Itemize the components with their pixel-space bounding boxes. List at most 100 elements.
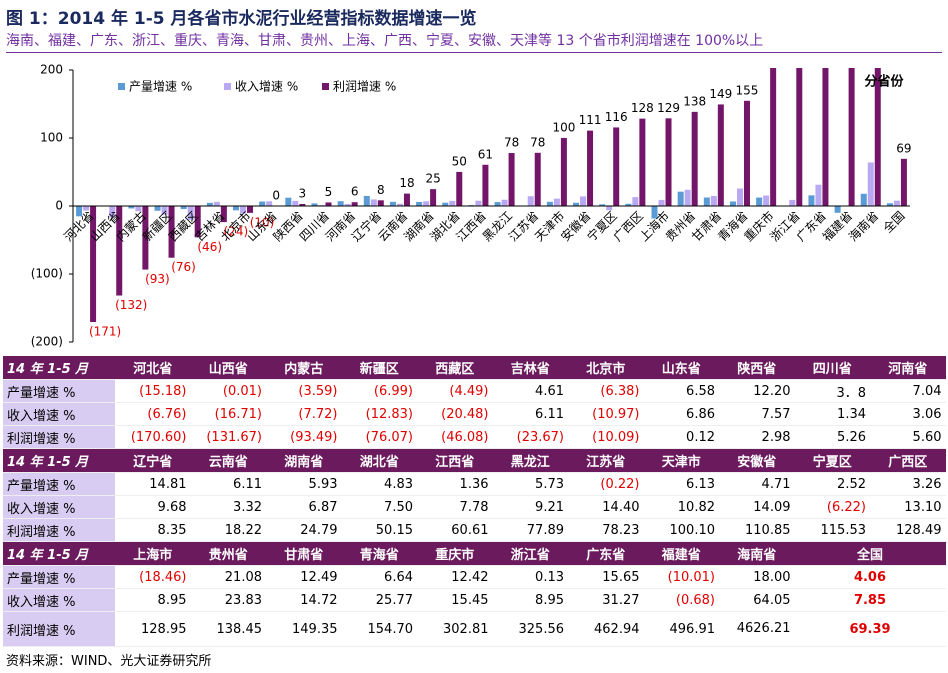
bar <box>370 199 377 206</box>
row-label: 收入增速 % <box>3 402 115 426</box>
bar <box>606 206 613 211</box>
table-cell: 3．8 <box>794 379 870 403</box>
table-cell: 5.73 <box>492 472 568 496</box>
table-cell: 24.79 <box>266 518 342 542</box>
row-label: 产量增速 % <box>3 379 115 403</box>
table-header-row: 14 年 1-5 月河北省 山西省 内蒙古 新疆区 西藏区 吉林省 北京市 山东省 陕西省 四川省… <box>3 356 946 380</box>
data-label: 78 <box>504 136 519 150</box>
data-label: 3 <box>299 186 307 200</box>
subtitle: 海南、福建、广东、浙江、重庆、青海、甘肃、贵州、上海、广西、宁夏、安徽、天津等 … <box>6 30 942 53</box>
bar <box>796 68 803 206</box>
bar <box>658 199 665 206</box>
table-column-header: 天津市 <box>643 448 719 473</box>
bar <box>494 202 501 206</box>
bar <box>501 199 508 206</box>
table-cell: 1.34 <box>794 402 870 426</box>
bar <box>560 137 567 206</box>
bar <box>580 196 587 206</box>
table-cell: 23.83 <box>190 588 266 612</box>
table-cell: (46.08) <box>417 425 493 449</box>
table-column-header: 吉林省 <box>492 356 568 380</box>
bar <box>266 201 273 206</box>
table-column-header: 河北省 <box>115 356 191 380</box>
data-label: (171) <box>89 325 121 339</box>
table-cell: 462.94 <box>568 611 644 647</box>
bar <box>822 68 829 206</box>
y-tick-label: (200) <box>31 335 63 349</box>
row-label: 产量增速 % <box>3 472 115 496</box>
table-cell: 14.72 <box>266 588 342 612</box>
data-label: 25 <box>425 172 440 186</box>
table-cell: 100.10 <box>643 518 719 542</box>
legend-swatch <box>118 83 125 90</box>
bar <box>377 200 384 206</box>
bar <box>860 193 867 206</box>
table-cell: 6.87 <box>266 495 342 519</box>
bar <box>442 202 449 206</box>
data-label: 18 <box>399 176 414 190</box>
table-cell: (6.22) <box>794 495 870 519</box>
table-cell: 3.26 <box>870 472 946 496</box>
table-cell: 4.61 <box>492 379 568 403</box>
bar <box>116 206 123 296</box>
table-cell: 21.08 <box>190 565 266 589</box>
bar <box>665 118 672 206</box>
data-label: 61 <box>478 147 493 161</box>
row-label: 利润增速 % <box>3 425 115 449</box>
table-cell: 6.11 <box>492 402 568 426</box>
data-label: 100 <box>552 120 575 134</box>
table-cell: 325.56 <box>492 611 568 647</box>
row-label: 收入增速 % <box>3 495 115 519</box>
bar <box>625 203 632 206</box>
data-label: (76) <box>171 260 196 274</box>
data-label: (46) <box>197 240 222 254</box>
table-column-header: 重庆市 <box>417 541 493 566</box>
table-cell: (6.38) <box>568 379 644 403</box>
table-cell: (4.49) <box>417 379 493 403</box>
annotation: 分省份 <box>864 74 904 90</box>
table-cell: 15.65 <box>568 565 644 589</box>
table-cell: (18.46) <box>115 565 191 589</box>
table-cell: (15.18) <box>115 379 191 403</box>
bar <box>396 203 403 206</box>
table-column-header: 山西省 <box>190 356 266 380</box>
bar <box>527 196 534 206</box>
data-table: 14 年 1-5 月河北省 山西省 内蒙古 新疆区 西藏区 吉林省 北京市 山东省 陕西省 四川省… <box>3 356 946 647</box>
table-cell: 5.93 <box>266 472 342 496</box>
bar <box>168 206 175 258</box>
bar <box>613 127 620 206</box>
table-cell: 2.98 <box>719 425 795 449</box>
bar <box>109 206 116 218</box>
table-cell: (6.99) <box>341 379 417 403</box>
bar <box>83 206 90 211</box>
bar <box>240 206 247 214</box>
bar <box>632 197 639 206</box>
table-cell: 10.82 <box>643 495 719 519</box>
table-cell: 149.35 <box>266 611 342 647</box>
bar <box>206 202 213 206</box>
bar <box>703 197 710 206</box>
table-cell: 0.12 <box>643 425 719 449</box>
table-row: 收入增速 % 8.95 23.83 14.72 25.77 15.45 8.95 31.27(… <box>3 588 946 612</box>
table-cell: (10.97) <box>568 402 644 426</box>
bar <box>299 203 306 206</box>
table-cell: 0.13 <box>492 565 568 589</box>
table-cell: (20.48) <box>417 402 493 426</box>
table-cell: 110.85 <box>719 518 795 542</box>
table-cell: 1.36 <box>417 472 493 496</box>
legend-swatch <box>224 83 231 90</box>
table-cell: (170.60) <box>115 425 191 449</box>
table-cell: 60.61 <box>417 518 493 542</box>
table-cell: 2.52 <box>794 472 870 496</box>
table-header-row: 14 年 1-5 月辽宁省 云南省 湖南省 湖北省 江西省 黑龙江 江苏省 天津市 安徽省 宁夏区… <box>3 448 946 473</box>
table-column-header: 海南省 <box>719 541 795 566</box>
bar <box>874 68 881 206</box>
table-cell: 6.13 <box>643 472 719 496</box>
bar <box>344 203 351 206</box>
table-cell: 12.49 <box>266 565 342 589</box>
table-cell: (0.22) <box>568 472 644 496</box>
table-column-header: 上海市 <box>115 541 191 566</box>
table-cell: 7.78 <box>417 495 493 519</box>
bar <box>76 206 83 217</box>
table-cell: 7.85 <box>794 588 946 612</box>
